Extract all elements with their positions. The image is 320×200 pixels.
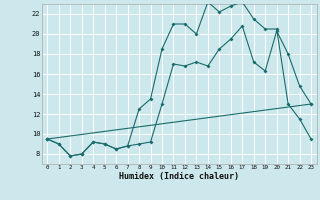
- X-axis label: Humidex (Indice chaleur): Humidex (Indice chaleur): [119, 172, 239, 181]
